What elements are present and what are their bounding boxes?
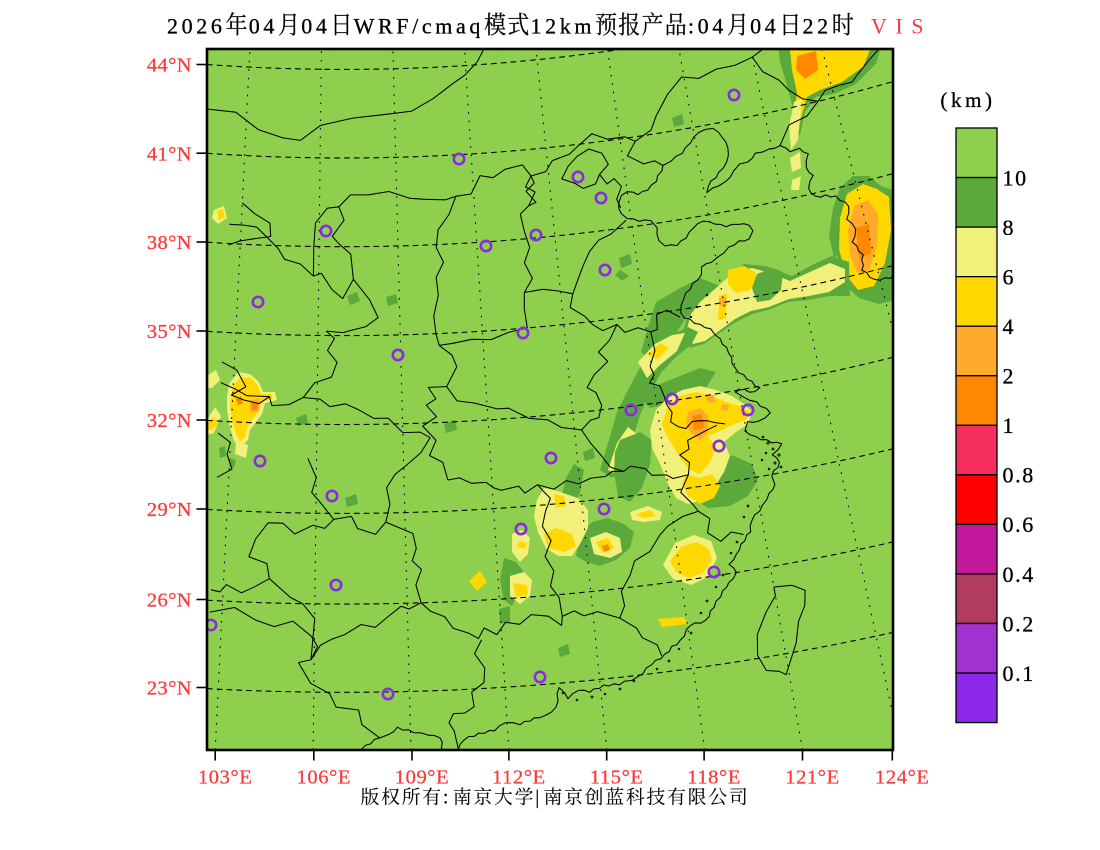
svg-text:109°E: 109°E [395,766,449,788]
svg-text:38°N: 38°N [147,232,192,254]
svg-text:04: 04 [249,14,278,39]
svg-text:|: | [535,787,539,809]
svg-text:115°E: 115°E [590,766,644,788]
svg-text:44°N: 44°N [147,55,192,77]
svg-text:0.4: 0.4 [1003,562,1035,587]
svg-text:04: 04 [301,14,330,39]
svg-text:1: 1 [1003,413,1016,438]
svg-text:04: 04 [750,14,779,39]
svg-text:22: 22 [803,14,832,39]
svg-text:0.2: 0.2 [1003,611,1035,636]
svg-text:23°N: 23°N [147,678,192,700]
svg-text:41°N: 41°N [147,143,192,165]
svg-text:121°E: 121°E [785,766,839,788]
svg-text:0.8: 0.8 [1003,463,1035,488]
svg-text:(km): (km) [940,88,995,112]
svg-text:112°E: 112°E [492,766,546,788]
svg-text:0.1: 0.1 [1003,661,1035,686]
svg-text:VIS: VIS [871,14,932,39]
svg-text:0.6: 0.6 [1003,512,1035,537]
svg-text:12km: 12km [531,14,596,39]
svg-text:26°N: 26°N [147,590,192,612]
svg-text:WRF/cmaq: WRF/cmaq [354,14,484,39]
svg-text:2: 2 [1003,364,1016,389]
svg-text:124°E: 124°E [875,766,929,788]
svg-text:2026: 2026 [167,14,226,39]
svg-text::04: :04 [688,14,727,39]
svg-text:29°N: 29°N [147,499,192,521]
svg-text:6: 6 [1003,264,1016,289]
svg-text:118°E: 118°E [687,766,741,788]
svg-text:8: 8 [1003,215,1016,240]
svg-text:103°E: 103°E [198,766,252,788]
svg-text:32°N: 32°N [147,410,192,432]
svg-text::: : [443,787,448,809]
svg-text:35°N: 35°N [147,321,192,343]
svg-text:10: 10 [1003,165,1028,190]
svg-text:4: 4 [1003,314,1016,339]
svg-text:106°E: 106°E [297,766,351,788]
